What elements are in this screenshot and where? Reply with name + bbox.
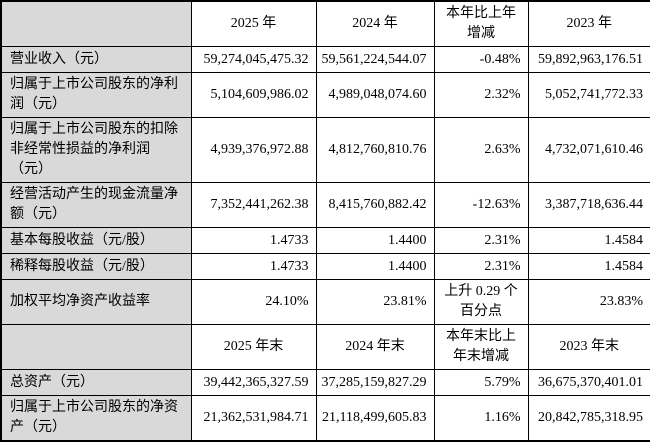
corner-cell — [0, 0, 192, 47]
row-total-assets: 总资产（元） 39,442,365,327.59 37,285,159,827.… — [0, 369, 650, 396]
row-label: 加权平均净资产收益率 — [0, 279, 192, 325]
cell-2023: 1.4584 — [527, 253, 650, 280]
column-header-2024-end: 2024 年末 — [315, 324, 435, 370]
cell-change: -12.63% — [433, 182, 529, 228]
column-header-yoy-change: 本年比上年 增减 — [433, 0, 529, 47]
cell-2024: 59,561,224,544.07 — [315, 46, 435, 73]
header-row-annual: 2025 年 2024 年 本年比上年 增减 2023 年 — [0, 0, 650, 47]
cell-2024: 4,989,048,074.60 — [315, 72, 435, 118]
cell-change: -0.48% — [433, 46, 529, 73]
cell-2024: 21,118,499,605.83 — [315, 395, 435, 442]
cell-2025: 59,274,045,475.32 — [190, 46, 317, 73]
cell-2025: 7,352,441,262.38 — [190, 182, 317, 228]
cell-2023: 59,892,963,176.51 — [527, 46, 650, 73]
cell-2024: 8,415,760,882.42 — [315, 182, 435, 228]
row-net-profit-attributable: 归属于上市公司股东的净利 润（元） 5,104,609,986.02 4,989… — [0, 72, 650, 118]
cell-change: 2.32% — [433, 72, 529, 118]
column-header-2025: 2025 年 — [190, 0, 317, 47]
cell-2024: 1.4400 — [315, 253, 435, 280]
cell-2023: 3,387,718,636.44 — [527, 182, 650, 228]
row-net-assets-attributable: 归属于上市公司股东的净资 产（元） 21,362,531,984.71 21,1… — [0, 395, 650, 442]
row-label: 归属于上市公司股东的净资 产（元） — [0, 395, 192, 442]
cell-2023: 1.4584 — [527, 227, 650, 254]
row-operating-revenue: 营业收入（元） 59,274,045,475.32 59,561,224,544… — [0, 46, 650, 73]
row-label: 基本每股收益（元/股） — [0, 227, 192, 254]
cell-change: 2.31% — [433, 253, 529, 280]
cell-change: 2.63% — [433, 117, 529, 183]
cell-change: 5.79% — [433, 369, 529, 396]
row-operating-cash-flow: 经营活动产生的现金流量净 额（元） 7,352,441,262.38 8,415… — [0, 182, 650, 228]
cell-change: 上升 0.29 个 百分点 — [433, 279, 529, 325]
cell-change: 1.16% — [433, 395, 529, 442]
cell-2024: 37,285,159,827.29 — [315, 369, 435, 396]
row-basic-eps: 基本每股收益（元/股） 1.4733 1.4400 2.31% 1.4584 — [0, 227, 650, 254]
row-weighted-avg-roe: 加权平均净资产收益率 24.10% 23.81% 上升 0.29 个 百分点 2… — [0, 279, 650, 325]
cell-2023: 20,842,785,318.95 — [527, 395, 650, 442]
row-label: 总资产（元） — [0, 369, 192, 396]
cell-2025: 39,442,365,327.59 — [190, 369, 317, 396]
row-label: 营业收入（元） — [0, 46, 192, 73]
cell-2023: 4,732,071,610.46 — [527, 117, 650, 183]
column-header-2023-end: 2023 年末 — [527, 324, 650, 370]
cell-2024: 23.81% — [315, 279, 435, 325]
cell-2024: 1.4400 — [315, 227, 435, 254]
row-label: 归属于上市公司股东的扣除 非经常性损益的净利润 （元） — [0, 117, 192, 183]
row-net-profit-excl-nonrecurring: 归属于上市公司股东的扣除 非经常性损益的净利润 （元） 4,939,376,97… — [0, 117, 650, 183]
cell-2025: 21,362,531,984.71 — [190, 395, 317, 442]
cell-2023: 23.83% — [527, 279, 650, 325]
row-label: 稀释每股收益（元/股） — [0, 253, 192, 280]
cell-2024: 4,812,760,810.76 — [315, 117, 435, 183]
row-diluted-eps: 稀释每股收益（元/股） 1.4733 1.4400 2.31% 1.4584 — [0, 253, 650, 280]
cell-2025: 4,939,376,972.88 — [190, 117, 317, 183]
row-label: 归属于上市公司股东的净利 润（元） — [0, 72, 192, 118]
column-header-2024: 2024 年 — [315, 0, 435, 47]
cell-2023: 5,052,741,772.33 — [527, 72, 650, 118]
cell-2025: 5,104,609,986.02 — [190, 72, 317, 118]
column-header-yearend-change: 本年末比上 年末增减 — [433, 324, 529, 370]
header-row-year-end: 2025 年末 2024 年末 本年末比上 年末增减 2023 年末 — [0, 324, 650, 370]
cell-2025: 1.4733 — [190, 253, 317, 280]
column-header-2023: 2023 年 — [527, 0, 650, 47]
cell-change: 2.31% — [433, 227, 529, 254]
cell-2023: 36,675,370,401.01 — [527, 369, 650, 396]
column-header-2025-end: 2025 年末 — [190, 324, 317, 370]
cell-2025: 24.10% — [190, 279, 317, 325]
corner-cell — [0, 324, 192, 370]
row-label: 经营活动产生的现金流量净 额（元） — [0, 182, 192, 228]
cell-2025: 1.4733 — [190, 227, 317, 254]
